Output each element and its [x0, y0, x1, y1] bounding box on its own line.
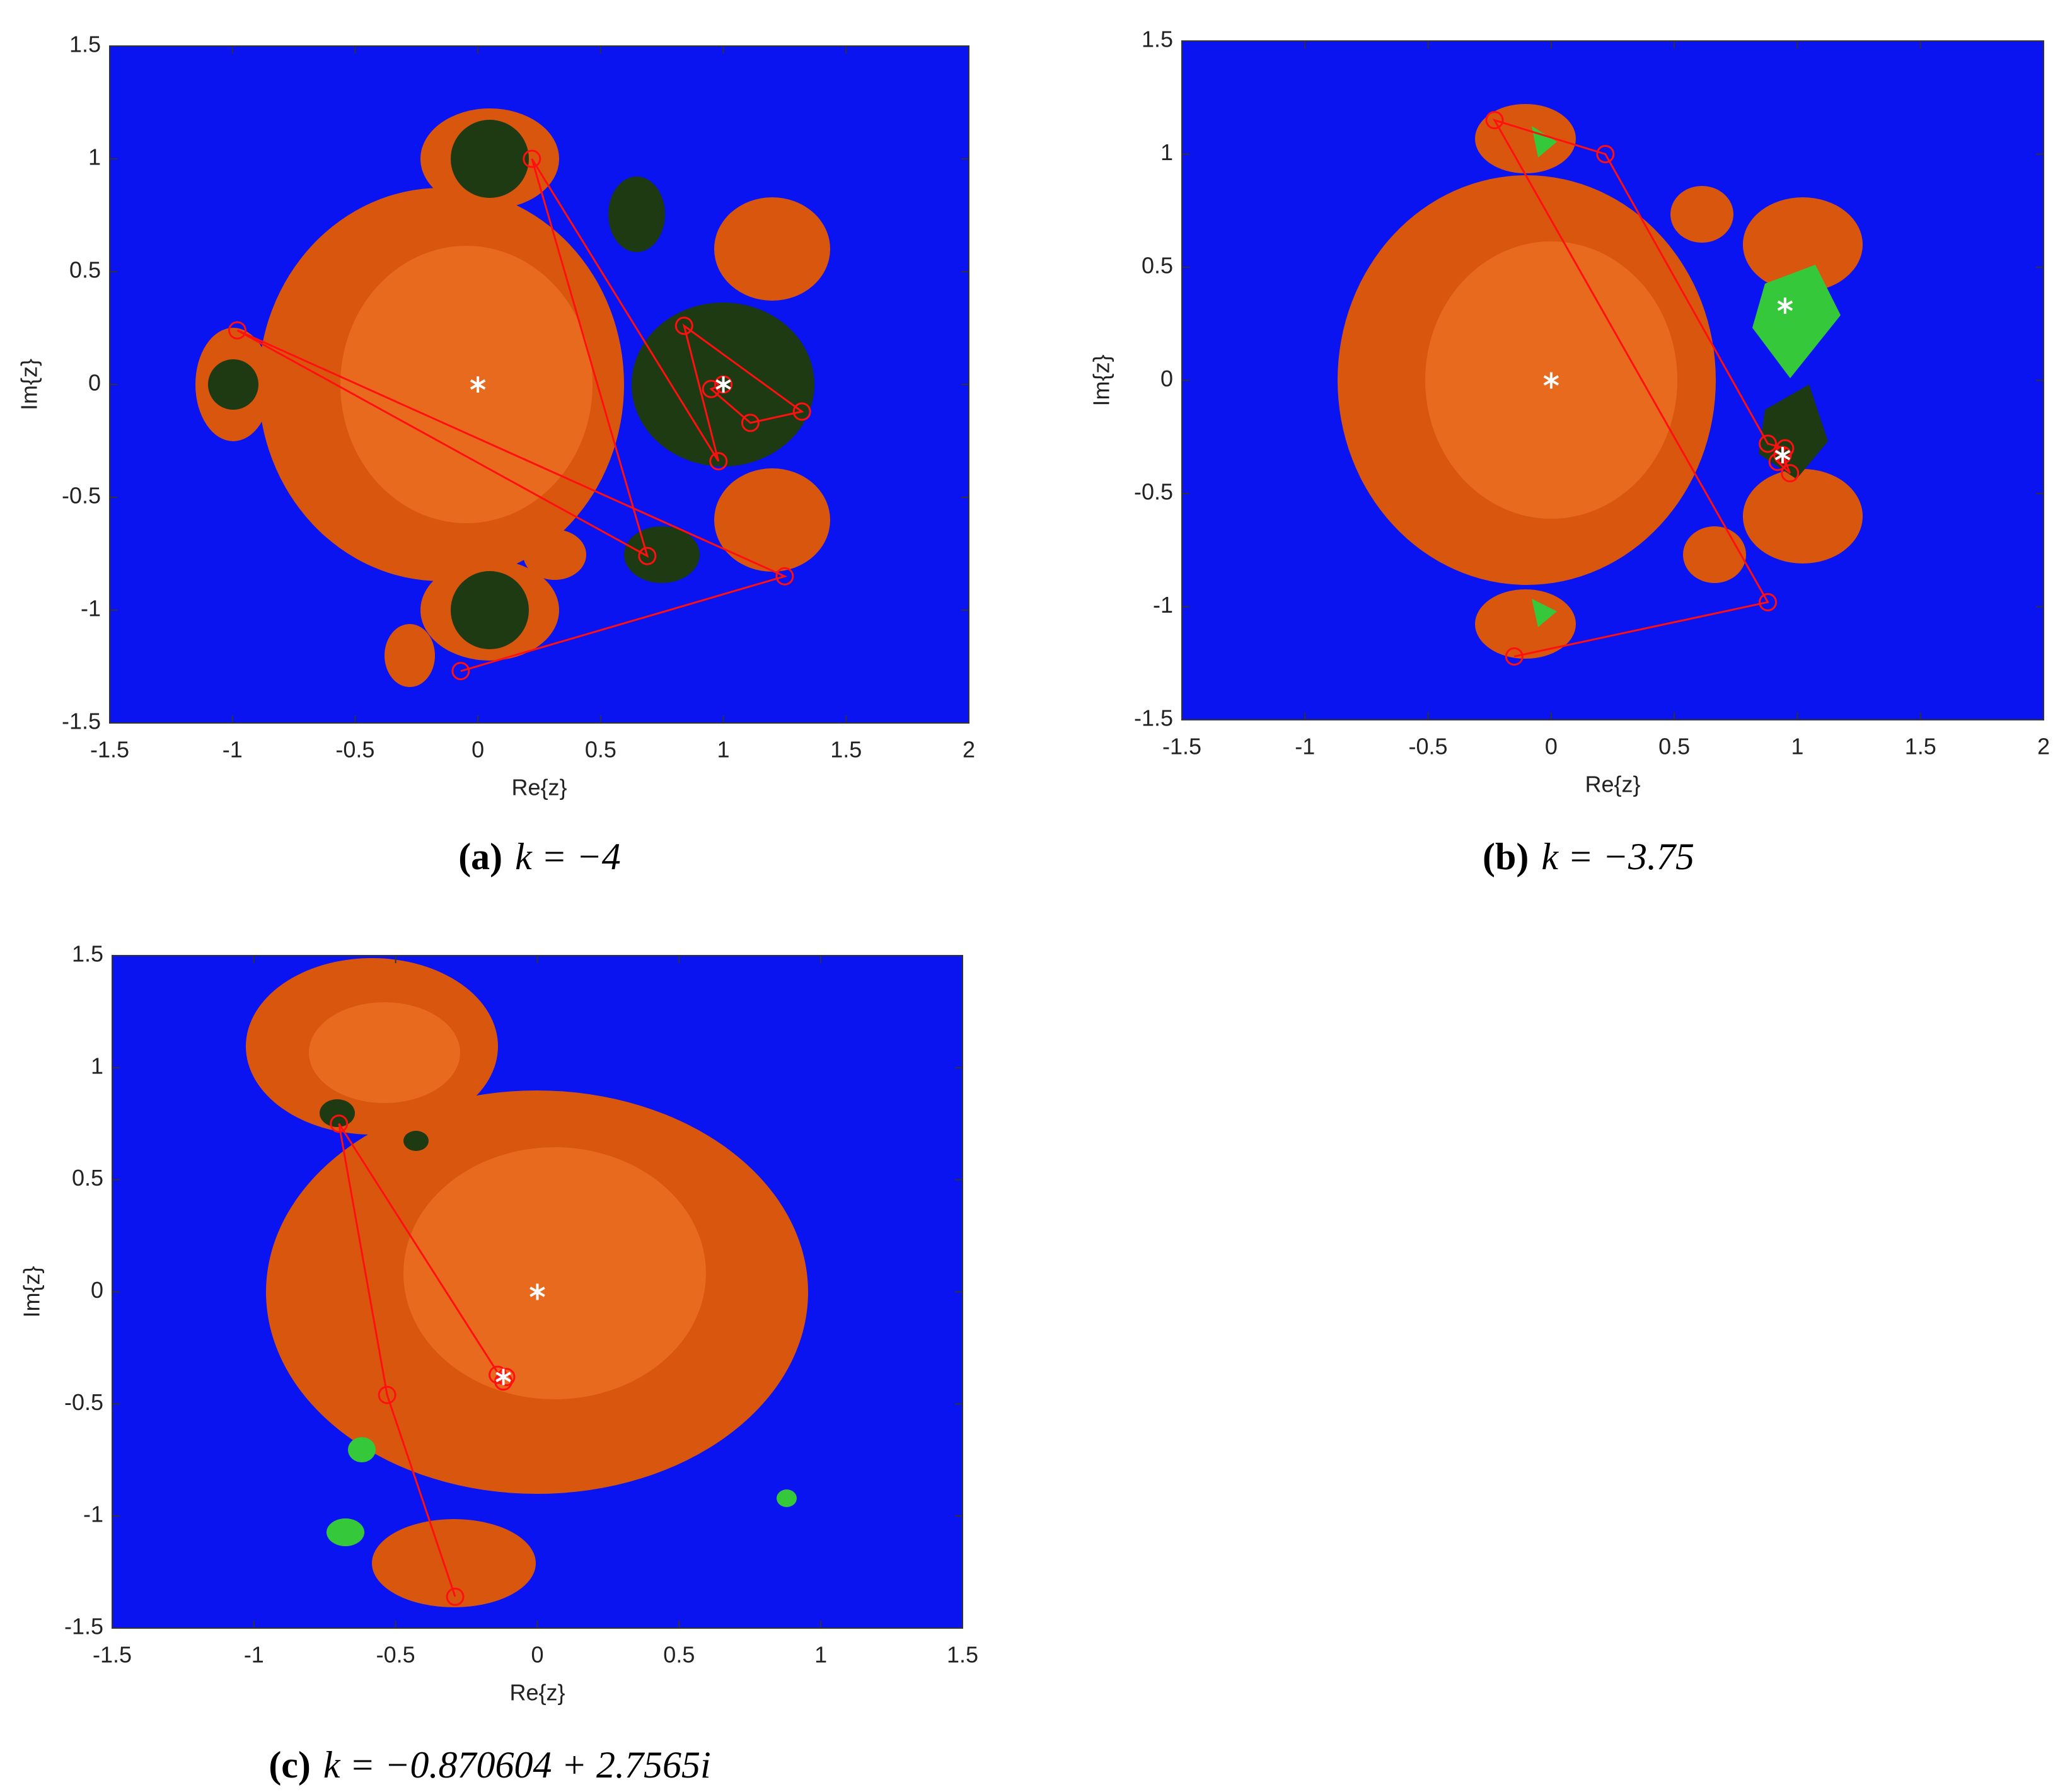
x-tick-label: -0.5 [335, 737, 374, 763]
orbit-point [1759, 434, 1778, 453]
y-axis-label: Im{z} [19, 1266, 45, 1317]
orbit-point [1596, 145, 1615, 163]
x-tick-label: 0 [1545, 734, 1558, 760]
y-tick-label: 1.5 [1142, 26, 1173, 52]
y-tick-label: 1.5 [69, 32, 101, 57]
x-tick-label: 2 [963, 737, 975, 763]
y-tick-label: 1 [91, 1053, 103, 1078]
y-tick-label: -1 [1153, 592, 1173, 618]
y-tick-label: -0.5 [1134, 479, 1173, 505]
caption-label: (c) [269, 1744, 311, 1786]
y-tick-label: -1.5 [1134, 705, 1173, 731]
x-tick-label: 0.5 [663, 1642, 695, 1668]
y-tick-label: 0.5 [72, 1165, 103, 1191]
orbit-point [741, 413, 760, 432]
y-tick-label: -0.5 [62, 483, 101, 509]
x-axis-label: Re{z} [509, 1680, 565, 1706]
x-tick-label: 1 [717, 737, 730, 763]
caption-label: (b) [1483, 836, 1529, 877]
x-tick-label: -1.5 [93, 1642, 132, 1668]
x-tick-label: -0.5 [376, 1642, 415, 1668]
orbit-point [638, 546, 657, 565]
orbit-point [702, 379, 720, 398]
y-tick-label: 1 [88, 144, 101, 170]
orbit-point [1759, 593, 1778, 611]
orbit-line [1492, 119, 1791, 657]
orbit-point [792, 402, 811, 421]
orbit-point [1781, 464, 1800, 483]
orbit-point [446, 1587, 465, 1606]
y-axis-label: Im{z} [1089, 354, 1114, 406]
y-tick-label: -1 [81, 596, 101, 621]
x-tick-label: 1.5 [830, 737, 862, 763]
x-tick-label: 0 [471, 737, 484, 763]
orbit-point [523, 149, 541, 168]
y-tick-label: 0 [91, 1277, 103, 1303]
fractal-background [112, 956, 963, 1628]
orbit-point [775, 567, 794, 586]
orbit-point [674, 316, 693, 335]
x-tick-label: -1.5 [90, 737, 129, 763]
fractal-background [110, 46, 969, 723]
x-axis-label: Re{z} [1585, 772, 1640, 797]
orbit-point [497, 1368, 516, 1387]
y-tick-label: -0.5 [64, 1389, 103, 1415]
y-tick-label: 1 [1160, 139, 1173, 165]
x-tick-label: -1 [244, 1642, 264, 1668]
y-tick-label: 1.5 [72, 941, 103, 967]
orbit-point [1505, 647, 1524, 666]
orbit-point [709, 452, 728, 471]
y-tick-label: -1.5 [64, 1614, 103, 1639]
orbit-point [228, 321, 247, 340]
orbit-point [330, 1114, 349, 1133]
y-tick-label: 0 [88, 370, 101, 396]
x-axis-label: Re{z} [511, 775, 567, 801]
x-tick-label: -1 [223, 737, 243, 763]
x-tick-label: 1 [1791, 734, 1803, 760]
x-tick-label: 0 [531, 1642, 543, 1668]
x-tick-label: -1.5 [1162, 734, 1201, 760]
orbit-point [451, 662, 470, 681]
x-tick-label: -1 [1295, 734, 1315, 760]
fixed-point [1777, 298, 1793, 315]
y-tick-label: -1 [83, 1501, 103, 1527]
x-tick-label: -0.5 [1409, 734, 1448, 760]
fixed-point [1543, 372, 1559, 389]
orbit-point [1485, 111, 1504, 130]
y-tick-label: 0.5 [1142, 253, 1173, 279]
x-tick-label: 0.5 [585, 737, 616, 763]
x-tick-label: 1 [814, 1642, 827, 1668]
caption: k = −3.75 [1541, 836, 1694, 877]
fixed-point [1774, 446, 1791, 463]
fractal-background [1182, 41, 2044, 720]
orbit-line [236, 158, 804, 673]
fixed-point [529, 1283, 545, 1300]
x-tick-label: 1.5 [1905, 734, 1936, 760]
orbit-point [378, 1385, 396, 1404]
caption-label: (a) [458, 836, 502, 877]
fixed-point [470, 376, 486, 393]
y-tick-label: -1.5 [62, 708, 101, 734]
y-tick-label: 0 [1160, 366, 1173, 391]
fixed-point [715, 376, 731, 393]
fixed-point [495, 1368, 511, 1385]
caption: k = −4 [515, 836, 621, 877]
x-tick-label: 0.5 [1658, 734, 1690, 760]
y-tick-label: 0.5 [69, 257, 101, 283]
caption: k = −0.870604 + 2.7565i [323, 1744, 711, 1786]
y-axis-label: Im{z} [16, 359, 42, 410]
x-tick-label: 1.5 [947, 1642, 978, 1668]
x-tick-label: 2 [2037, 734, 2050, 760]
